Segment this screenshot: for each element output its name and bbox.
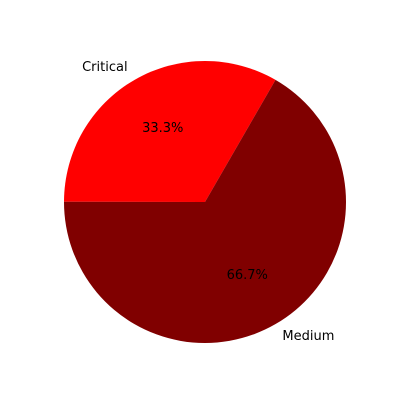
pie-labels: Critical 33.3% Medium 66.7% (82, 60, 334, 344)
pie-slice-medium (64, 79, 347, 344)
pie-label-critical: Critical (82, 60, 127, 75)
pie-label-medium: Medium (282, 329, 334, 344)
pie-slices (64, 61, 347, 344)
pie-percent-medium: 66.7% (227, 268, 268, 283)
pie-slice-critical (64, 61, 276, 202)
pie-percent-critical: 33.3% (142, 121, 183, 136)
